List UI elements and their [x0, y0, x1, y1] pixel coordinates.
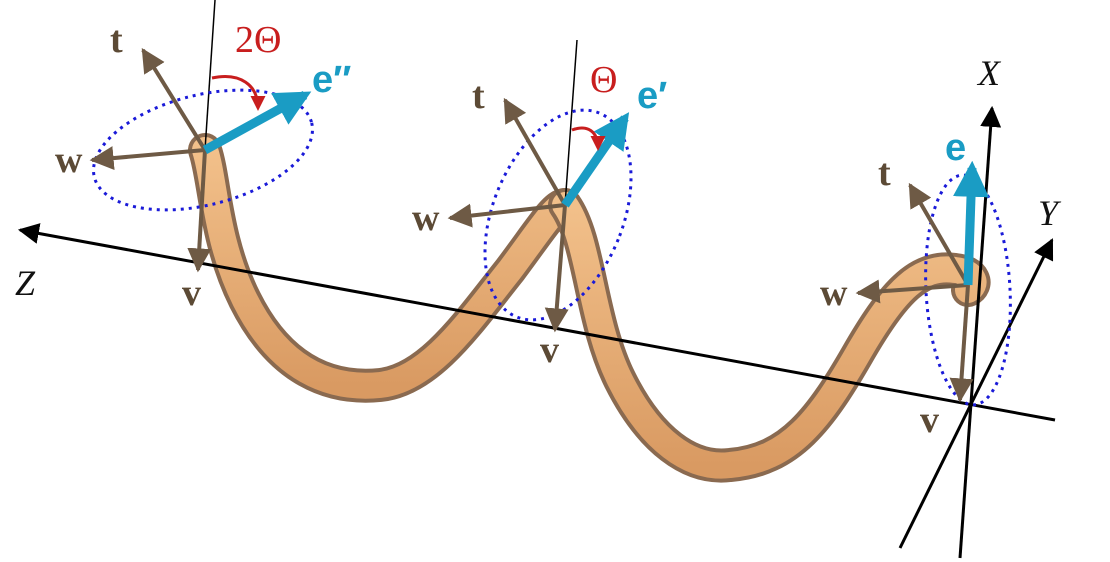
precession-ellipse: [92, 88, 314, 212]
v-vector: [187, 149, 212, 273]
w-vector: [447, 203, 566, 228]
w-label: w: [55, 139, 83, 181]
precession-ellipse: [924, 173, 1012, 407]
y-axis: [898, 238, 1054, 549]
angle-arc: [211, 75, 266, 111]
helix-tube: [188, 133, 991, 483]
v-vector: [544, 204, 569, 333]
t-vector: [141, 47, 207, 152]
w-vector: [89, 146, 206, 171]
z-axis-label: Z: [15, 263, 36, 303]
angle-label: Θ: [590, 59, 617, 101]
frame-2: t w v e′ Θ: [412, 39, 667, 371]
x-axis-label: X: [976, 53, 1002, 93]
e-vector: [202, 91, 312, 154]
w-label: w: [412, 197, 440, 239]
w-label: w: [820, 272, 848, 314]
angle-arc: [571, 126, 606, 151]
t-label: t: [878, 152, 891, 194]
t-vector: [908, 182, 970, 287]
t-label: t: [472, 75, 485, 117]
v-label: v: [920, 399, 939, 441]
v-label: v: [540, 329, 559, 371]
e-label: e: [945, 127, 966, 169]
v-label: v: [182, 272, 201, 314]
e-label: e″: [312, 59, 351, 101]
e-label: e′: [637, 75, 667, 117]
e-vector: [953, 160, 990, 286]
reference-line: [564, 39, 578, 206]
v-vector: [949, 284, 974, 403]
frame-1: t w v e″ 2Θ: [55, 0, 351, 314]
y-axis-label: Y: [1038, 193, 1062, 233]
angle-label: 2Θ: [235, 19, 281, 61]
e-vector: [561, 112, 630, 208]
w-vector: [855, 279, 969, 304]
t-vector: [503, 97, 567, 206]
frame-3: t w v e: [820, 127, 1012, 441]
t-label: t: [110, 19, 123, 61]
reference-line: [204, 0, 216, 151]
